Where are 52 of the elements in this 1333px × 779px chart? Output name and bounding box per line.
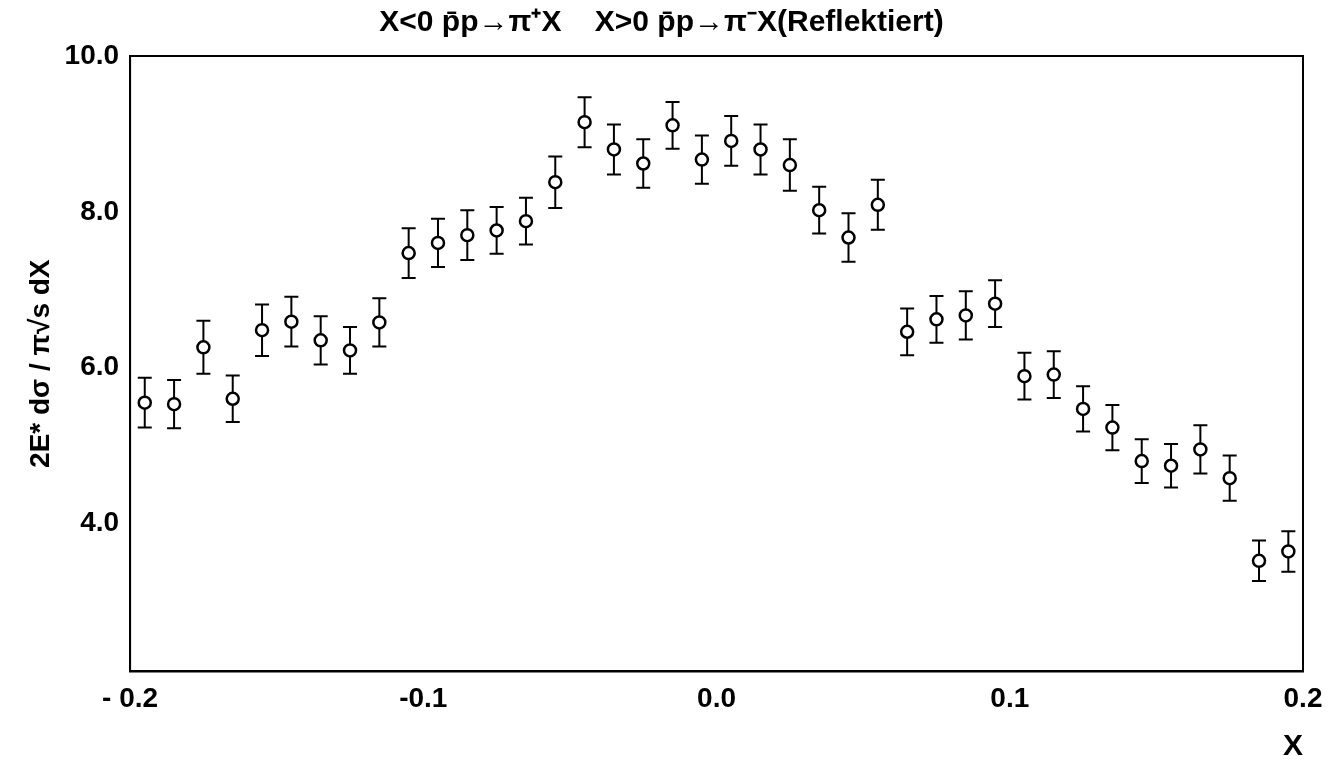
point — [430, 235, 446, 251]
point — [1134, 453, 1149, 469]
y-tick-label: 6.0 — [80, 350, 120, 382]
point — [1222, 470, 1237, 486]
point — [1163, 458, 1179, 473]
point — [1046, 367, 1062, 382]
x-tick-label: 0.2 — [1283, 681, 1323, 713]
point — [1075, 401, 1091, 417]
point — [635, 156, 651, 171]
point — [166, 396, 182, 412]
x-tick-label: - 0.2 — [102, 681, 159, 713]
point — [811, 202, 827, 218]
x-tick-label: -0.1 — [399, 681, 448, 713]
point — [137, 395, 153, 410]
point — [372, 315, 387, 330]
point — [225, 391, 240, 406]
point — [665, 118, 680, 133]
point — [1017, 368, 1032, 384]
point — [284, 314, 299, 329]
x-tick-label: 0.0 — [697, 681, 737, 713]
point — [313, 333, 328, 348]
point — [870, 197, 886, 213]
point — [694, 152, 710, 167]
point — [401, 245, 416, 261]
point — [1105, 420, 1120, 435]
x-axis-title: X — [1282, 728, 1303, 762]
point — [753, 142, 768, 157]
point — [723, 133, 739, 149]
point — [1193, 442, 1208, 457]
chart-title: X<0 p̄p→π⁺X X>0 p̄p→π⁻X(Reflektiert) — [379, 4, 944, 38]
point — [958, 308, 974, 323]
point — [518, 213, 534, 229]
point — [196, 340, 211, 355]
point — [987, 296, 1003, 311]
y-tick-label: 10.0 — [64, 38, 120, 70]
point — [782, 157, 798, 173]
point — [841, 230, 856, 245]
y-tick-label: 8.0 — [80, 194, 120, 226]
point — [1251, 553, 1267, 569]
point — [548, 174, 563, 190]
point — [1281, 544, 1296, 559]
y-axis-title: 2E* dσ / π√s dX — [23, 259, 55, 468]
y-tick-label: 4.0 — [80, 506, 120, 538]
x-tick-label: 0.1 — [990, 681, 1030, 713]
point — [899, 324, 915, 340]
point — [460, 227, 475, 243]
point — [577, 114, 592, 130]
point — [606, 142, 622, 157]
point — [929, 312, 944, 327]
point — [254, 322, 270, 338]
point — [342, 343, 358, 358]
point — [489, 223, 504, 238]
